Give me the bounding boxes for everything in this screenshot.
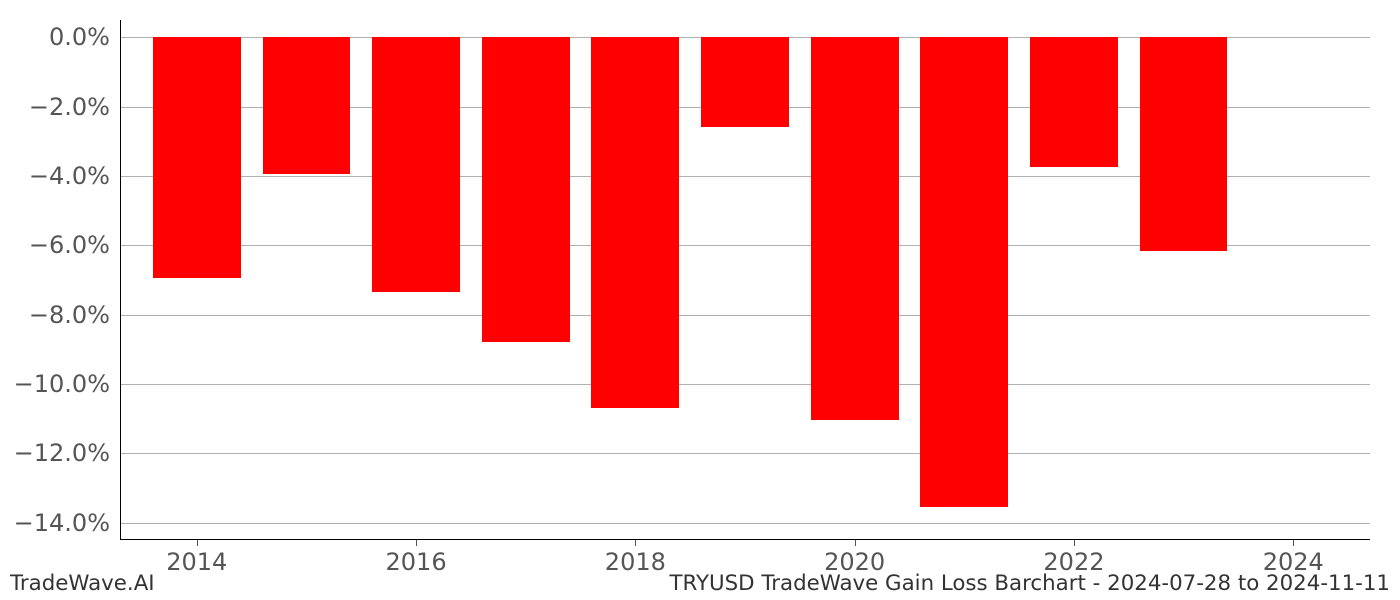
plot-area: 0.0%−2.0%−4.0%−6.0%−8.0%−10.0%−12.0%−14.… (120, 20, 1370, 540)
bar (811, 37, 899, 420)
x-tick-mark (635, 540, 636, 546)
bar (1030, 37, 1118, 167)
bar (372, 37, 460, 292)
gridline (120, 315, 1370, 316)
bar (153, 37, 241, 278)
x-tick-mark (1074, 540, 1075, 546)
y-tick-label: −4.0% (29, 162, 110, 190)
bar (591, 37, 679, 408)
bar (263, 37, 351, 174)
gridline (120, 453, 1370, 454)
x-tick-mark (416, 540, 417, 546)
y-tick-label: −8.0% (29, 301, 110, 329)
bar (482, 37, 570, 342)
x-tick-mark (197, 540, 198, 546)
footer-left-text: TradeWave.AI (10, 571, 155, 596)
y-tick-label: −10.0% (14, 370, 110, 398)
left-spine (120, 20, 121, 540)
y-tick-label: −2.0% (29, 93, 110, 121)
chart-footer: TradeWave.AI TRYUSD TradeWave Gain Loss … (0, 571, 1400, 596)
bar (1140, 37, 1228, 250)
bottom-spine (120, 539, 1370, 540)
figure: 0.0% −2.0% −4.0% −6.0% −8.0% −10.0% −12.0% −14.… (0, 0, 1400, 600)
bar (920, 37, 1008, 507)
y-tick-label: −6.0% (29, 231, 110, 259)
gridline (120, 523, 1370, 524)
y-tick-label: −12.0% (14, 439, 110, 467)
gridline (120, 384, 1370, 385)
bar (701, 37, 789, 127)
plot-inner: 0.0%−2.0%−4.0%−6.0%−8.0%−10.0%−12.0%−14.… (120, 20, 1370, 540)
x-tick-mark (855, 540, 856, 546)
footer-right-text: TRYUSD TradeWave Gain Loss Barchart - 20… (669, 571, 1390, 596)
x-tick-mark (1293, 540, 1294, 546)
y-tick-label: −14.0% (14, 509, 110, 537)
y-tick-label: 0.0% (49, 23, 110, 51)
